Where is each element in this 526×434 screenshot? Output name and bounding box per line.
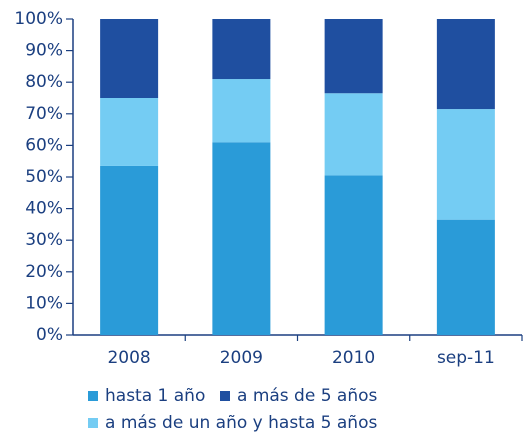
- y-tick-label: 100%: [14, 9, 63, 29]
- y-tick-label: 0%: [36, 325, 63, 345]
- y-tick-label: 20%: [25, 262, 63, 282]
- bar-segment: [100, 19, 159, 98]
- x-tick-label: sep-11: [437, 348, 495, 368]
- y-tick-label: 30%: [25, 230, 63, 250]
- legend-label: hasta 1 año: [105, 386, 205, 406]
- bar-segment: [212, 19, 271, 80]
- x-tick-label: 2009: [220, 348, 263, 368]
- y-tick-label: 10%: [25, 293, 63, 313]
- bar-segment: [324, 19, 383, 94]
- bar-segment: [212, 79, 271, 143]
- legend-label: a más de un año y hasta 5 años: [105, 413, 377, 433]
- legend-swatch: [88, 418, 98, 428]
- y-tick-label: 70%: [25, 104, 63, 124]
- bar-segment: [100, 165, 159, 335]
- legend-swatch: [220, 391, 230, 401]
- bar-segment: [100, 98, 159, 166]
- bar-segment: [436, 219, 495, 335]
- y-tick-label: 40%: [25, 199, 63, 219]
- y-tick-label: 90%: [25, 41, 63, 61]
- y-tick-label: 60%: [25, 135, 63, 155]
- bar-segment: [324, 93, 383, 176]
- bar-segment: [324, 175, 383, 335]
- bar-segment: [436, 109, 495, 220]
- y-tick-label: 50%: [25, 167, 63, 187]
- legend-label: a más de 5 años: [237, 386, 378, 406]
- x-tick-label: 2008: [107, 348, 150, 368]
- bar-segment: [212, 142, 271, 335]
- y-tick-label: 80%: [25, 72, 63, 92]
- legend-swatch: [88, 391, 98, 401]
- x-tick-label: 2010: [332, 348, 375, 368]
- bar-segment: [436, 19, 495, 110]
